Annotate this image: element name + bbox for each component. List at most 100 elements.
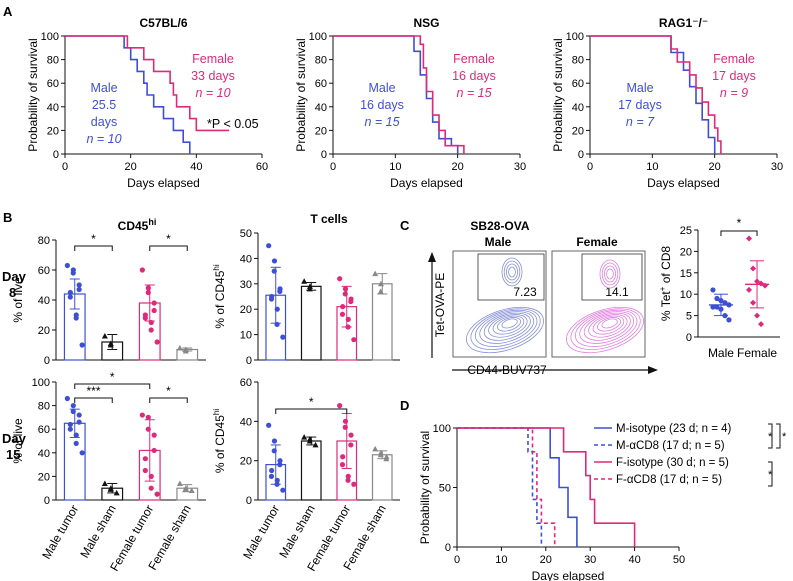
data-point (188, 487, 195, 494)
km-line-2 (333, 35, 465, 154)
data-point (710, 287, 716, 293)
data-point (70, 270, 76, 276)
male-annotation: Male (368, 81, 395, 95)
data-point (151, 432, 157, 438)
data-point (182, 486, 189, 492)
flow-male-value: 7.23 (513, 285, 537, 299)
significance-bracket (720, 230, 758, 236)
female-annotation: n = 10 (195, 86, 230, 100)
data-point (348, 442, 354, 448)
km-line-3 (457, 427, 636, 547)
x-tick-label: 20 (709, 161, 721, 173)
y-tick-label: 100 (309, 31, 327, 43)
y-tick-label: 80 (47, 55, 59, 67)
contour-line (604, 265, 617, 283)
data-point (145, 426, 151, 432)
data-point (274, 321, 280, 328)
data-point (750, 265, 757, 272)
data-point (758, 321, 765, 328)
x-tick-label: 40 (628, 554, 640, 566)
significance-bracket (74, 383, 151, 389)
data-point (266, 243, 272, 249)
km-line-1 (590, 35, 716, 154)
x-axis-label: Days elapsed (647, 176, 720, 190)
data-point (312, 441, 319, 448)
y-axis-label: Probability of survival (26, 38, 40, 151)
y-tick-label: 80 (315, 55, 327, 67)
x-tick-label: 40 (190, 161, 202, 173)
data-point (746, 235, 753, 242)
y-tick-label: 40 (240, 416, 252, 428)
y-tick-label: 100 (32, 377, 50, 389)
significance-star: * (309, 395, 314, 409)
y-tick-label: 0 (246, 355, 252, 367)
data-point (151, 300, 157, 306)
y-tick-label: 0 (686, 332, 692, 344)
data-point (342, 418, 349, 424)
y-tick-label: 20 (572, 125, 584, 137)
chart-a3-rag1: 0 20 40 60 80 100 0 10 20 30 RAG1⁻/⁻ Days elapsed Pr… (551, 16, 783, 190)
x-tick-label: 0 (454, 554, 460, 566)
panel-letter-a: A (3, 4, 13, 19)
y-axis-label: % of CD45hi (212, 264, 227, 328)
x-tick-label: 10 (389, 161, 401, 173)
data-point (154, 491, 160, 497)
contour-line (592, 315, 625, 335)
contour-line (606, 268, 614, 280)
female-annotation: n = 9 (720, 86, 748, 100)
data-point (306, 283, 313, 289)
contour-line (599, 259, 621, 289)
data-point (750, 299, 757, 306)
contour-line (474, 309, 538, 347)
x-category-label: Male sham (276, 502, 317, 560)
x-category-label: Female (737, 346, 777, 360)
km-line-1 (333, 35, 459, 154)
data-point (176, 480, 183, 486)
data-point (710, 304, 716, 310)
male-annotation: Male (626, 81, 653, 95)
y-tick-label: 80 (572, 55, 584, 67)
y-tick-label: 60 (572, 78, 584, 90)
data-point (139, 267, 145, 273)
male-annotation: Male (90, 81, 117, 95)
contour-line (503, 260, 521, 284)
y-tick-label: 30 (240, 279, 252, 291)
contour-line (574, 309, 638, 347)
y-tick-label: 0 (246, 495, 252, 507)
y-tick-label: 40 (38, 448, 50, 460)
significance-star: * (110, 370, 115, 384)
contour-line (570, 308, 641, 350)
chart-title: T cells (310, 212, 348, 226)
contour-line (583, 312, 631, 341)
chart-a1-c57bl6: 0 20 40 60 80 100 0 20 40 60 C57BL/6 Days elapsed Pr… (26, 16, 268, 190)
chart-b1-cd45-day8: 0 20 40 60 80 % of live * * (11, 232, 206, 367)
data-point (145, 289, 151, 296)
significance-bracket (768, 423, 773, 449)
p-value-annotation: *P < 0.05 (207, 117, 259, 131)
data-point (342, 291, 348, 297)
y-tick-label: 20 (680, 246, 692, 258)
x-axis-label: Days elapsed (127, 176, 200, 190)
contour-line (488, 314, 528, 338)
day8-word: Day (2, 269, 27, 284)
contour-line (483, 312, 531, 341)
y-tick-label: 0 (53, 149, 59, 161)
legend-entry: F-αCD8 (17 d; n = 5) (616, 474, 722, 486)
day15-word: Day (2, 431, 27, 446)
legend-entry: F-isotype (30 d; n = 5) (616, 457, 729, 469)
y-tick-label: 10 (240, 330, 252, 342)
x-tick-label: 20 (452, 161, 464, 173)
contour-line (508, 266, 516, 278)
data-point (73, 315, 79, 321)
y-tick-label: 10 (680, 289, 692, 301)
significance-bracket (149, 245, 188, 251)
significance-star: * (737, 216, 742, 230)
data-point (271, 258, 278, 264)
y-tick-label: 0 (44, 495, 50, 507)
data-point (67, 289, 73, 296)
data-point (274, 306, 280, 312)
data-point (280, 487, 286, 493)
data-point (73, 432, 79, 438)
data-point (274, 477, 280, 483)
male-annotation: 25.5 (92, 98, 116, 112)
